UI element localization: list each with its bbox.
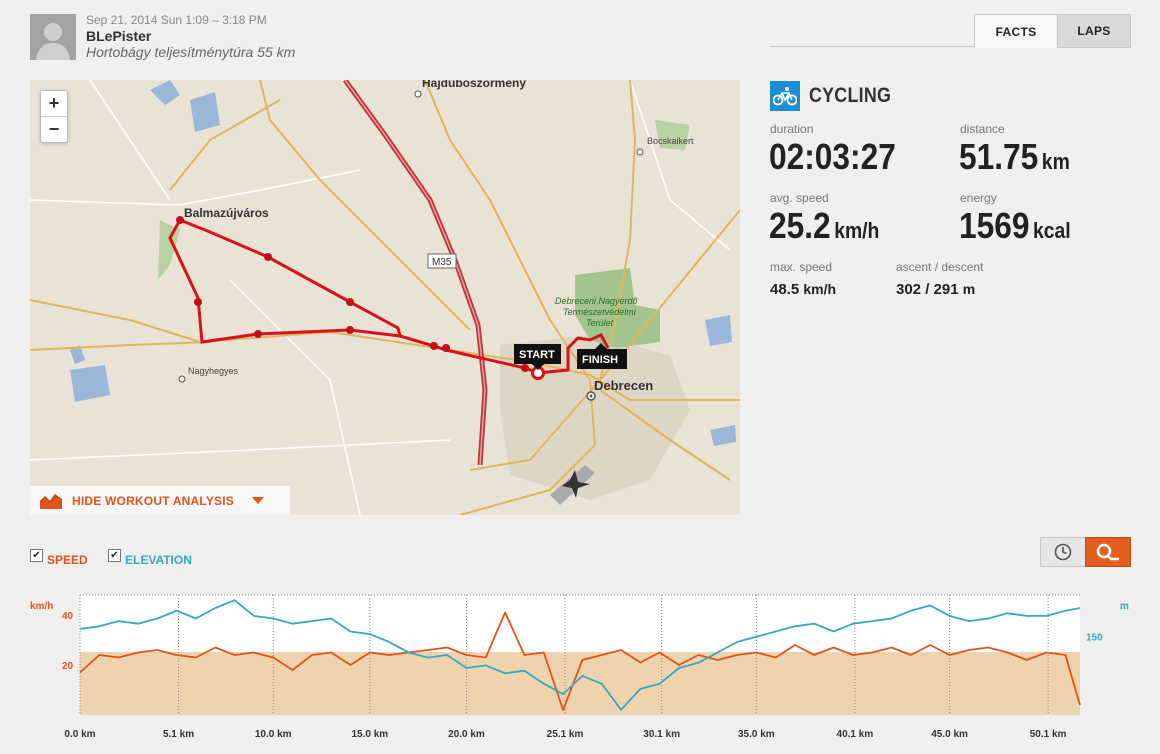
zoom-out-button[interactable]: −: [41, 116, 67, 142]
max-speed-number: 48.5: [770, 281, 800, 298]
start-flag: START: [519, 349, 555, 361]
x-tick-label: 50.1 km: [1030, 729, 1067, 740]
avg-speed-value: 25.2 km/h: [769, 205, 879, 247]
speed-checkbox[interactable]: ✔: [30, 549, 43, 562]
tab-facts[interactable]: FACTS: [974, 14, 1058, 48]
max-speed-unit: km/h: [803, 281, 837, 297]
ascent-descent-label: ascent / descent: [896, 260, 984, 274]
map-label-nagyerdo-2: Természetvédelmi: [563, 307, 637, 317]
ascent-descent-number: 302 / 291: [896, 281, 959, 298]
distance-unit: km: [1041, 149, 1070, 174]
airport-icon: [562, 470, 590, 498]
y-left-unit: km/h: [30, 601, 53, 612]
distance-number: 51.75: [959, 136, 1039, 177]
workout-date: Sep 21, 2014 Sun 1:09 – 3:18 PM: [86, 13, 267, 27]
x-tick-label: 15.0 km: [352, 729, 389, 740]
finish-flag: FINISH: [582, 354, 618, 366]
distance-value: 51.75 km: [959, 136, 1070, 178]
max-speed-value: 48.5 km/h: [770, 281, 836, 298]
y-left-tick: 20: [62, 661, 74, 672]
map-canvas: Hajduboszormeny Bocskaikert Balmazújváro…: [30, 80, 740, 515]
duration-value: 02:03:27: [769, 136, 896, 178]
ascent-descent-unit: m: [962, 281, 976, 297]
distance-label: distance: [960, 122, 1005, 136]
x-tick-label: 40.1 km: [837, 729, 874, 740]
x-tick-label: 30.1 km: [643, 729, 680, 740]
max-speed-label: max. speed: [770, 260, 833, 274]
map-label-nagyerdo-3: Terület: [586, 318, 614, 328]
duration-label: duration: [770, 122, 814, 136]
map-label-m35: M35: [432, 257, 452, 268]
sport-type: CYCLING: [809, 84, 892, 107]
workout-analysis-chart[interactable]: km/h 40 20 m 150 0.0 km 5.1 km 10.0 km 15.0 km 20…: [0, 590, 1160, 754]
user-name[interactable]: BLePister: [86, 28, 152, 44]
workout-title: Hortobágy teljesítménytúra 55 km: [86, 44, 296, 60]
x-tick-label: 10.0 km: [255, 729, 292, 740]
avg-speed-number: 25.2: [769, 205, 831, 246]
elevation-legend-label[interactable]: ELEVATION: [125, 553, 192, 567]
map-label-debrecen: Debrecen: [594, 378, 653, 393]
elevation-series-line: [79, 599, 1081, 711]
x-tick-label: 20.0 km: [448, 729, 485, 740]
zoom-in-button[interactable]: +: [48, 93, 60, 113]
route-map[interactable]: Hajduboszormeny Bocskaikert Balmazújváro…: [30, 80, 740, 515]
avg-speed-unit: km/h: [834, 218, 880, 243]
avg-speed-label: avg. speed: [770, 191, 829, 205]
map-label-nagyhegyes: Nagyhegyes: [188, 366, 239, 376]
map-label-nagyerdo-1: Debreceni Nagyerdő: [555, 296, 639, 306]
speed-legend-label[interactable]: SPEED: [47, 553, 88, 567]
y-right-tick: 150: [1086, 633, 1103, 644]
y-left-tick: 40: [62, 611, 74, 622]
y-right-unit: m: [1120, 601, 1129, 612]
chevron-down-icon: [252, 496, 264, 505]
ascent-descent-value: 302 / 291 m: [896, 281, 975, 298]
zoom-control: + −: [40, 90, 68, 143]
x-tick-label: 25.1 km: [547, 729, 584, 740]
hide-workout-analysis-button[interactable]: HIDE WORKOUT ANALYSIS: [30, 486, 290, 515]
distance-axis-button[interactable]: [1085, 537, 1131, 567]
map-label-bocskaikert: Bocskaikert: [647, 136, 694, 146]
map-label-balmazujvaros: Balmazújváros: [184, 206, 269, 220]
avg-speed-band: [80, 652, 1080, 715]
tab-divider: [770, 46, 1130, 47]
bicycle-icon: [770, 81, 800, 111]
x-tick-label: 5.1 km: [163, 729, 194, 740]
x-tick-label: 45.0 km: [931, 729, 968, 740]
duration-number: 02:03:27: [769, 136, 896, 177]
distance-icon: [1096, 543, 1119, 561]
map-label-hajduboszormeny: Hajduboszormeny: [422, 80, 526, 90]
elevation-checkbox[interactable]: ✔: [108, 549, 121, 562]
speed-series-line: [79, 611, 1081, 711]
energy-number: 1569: [959, 205, 1030, 246]
energy-value: 1569 kcal: [959, 205, 1071, 247]
analysis-icon: [40, 493, 62, 509]
time-axis-button[interactable]: [1040, 537, 1086, 567]
clock-icon: [1054, 543, 1072, 561]
x-tick-label: 0.0 km: [64, 729, 95, 740]
x-tick-label: 35.0 km: [738, 729, 775, 740]
energy-label: energy: [960, 191, 997, 205]
energy-unit: kcal: [1033, 218, 1071, 243]
avatar[interactable]: [30, 14, 76, 60]
hide-analysis-label: HIDE WORKOUT ANALYSIS: [72, 493, 234, 508]
tab-laps[interactable]: LAPS: [1057, 14, 1131, 48]
